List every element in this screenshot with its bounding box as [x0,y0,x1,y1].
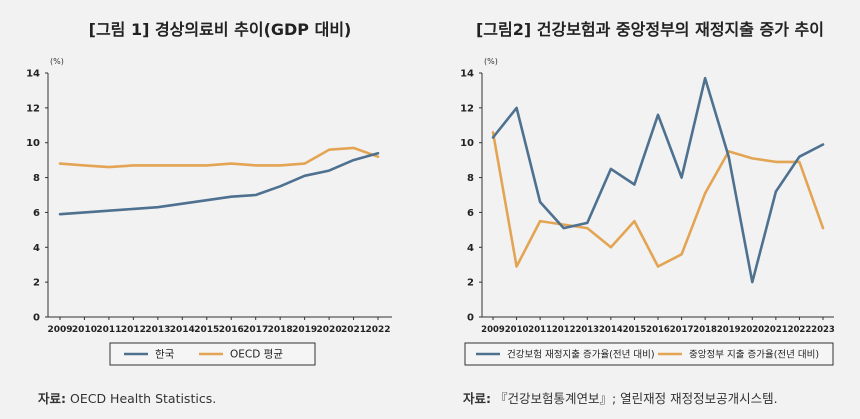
x-tick-label: 2009 [481,325,505,335]
x-tick-label: 2021 [764,325,788,335]
y-tick-label: 0 [33,313,40,324]
source-label: 자료: [463,391,491,406]
y-tick-label: 6 [33,208,40,219]
chart-2-title: [그림2] 건강보험과 중앙정부의 재정지출 증가 추이 [475,20,824,39]
chart-2-source: 자료: 『건강보험통계연보』; 열린재정 재정정보공개시스템. [463,388,778,407]
y-tick-label: 10 [460,138,474,149]
y-tick-label: 8 [33,173,40,184]
chart-1-source: 자료: OECD Health Statistics. [38,388,216,407]
source-label: 자료: [38,391,66,406]
x-tick-label: 2018 [268,325,293,335]
y-tick-label: 12 [26,103,40,114]
y-unit-label: (%) [484,57,498,66]
x-tick-label: 2012 [121,325,146,335]
series-line-2 [491,131,825,268]
y-unit-label: (%) [50,57,64,66]
x-tick-label: 2017 [670,325,694,335]
x-tick-label: 2011 [96,325,121,335]
y-tick-label: 10 [26,138,40,149]
series-line-2 [58,146,380,169]
y-tick-label: 4 [33,243,40,254]
y-tick-label: 2 [33,278,40,289]
x-tick-label: 2011 [528,325,552,335]
x-tick-label: 2014 [170,325,195,335]
y-tick-label: 0 [467,313,474,324]
legend-label-2: OECD 평균 [230,349,283,361]
y-tick-label: 12 [460,103,474,114]
x-tick-label: 2012 [552,325,576,335]
y-tick-label: 2 [467,278,474,289]
x-tick-label: 2020 [317,325,342,335]
y-tick-label: 6 [467,208,474,219]
legend-label-1: 한국 [155,349,175,361]
y-tick-label: 14 [26,69,40,80]
legend-label-2: 중앙정부 지출 증가율(전년 대비) [689,349,819,361]
x-tick-label: 2014 [599,325,623,335]
source-text: 『건강보험통계연보』; 열린재정 재정정보공개시스템. [494,391,778,406]
legend-box [464,342,834,366]
chart-1-title: [그림 1] 경상의료비 추이(GDP 대비) [88,20,352,39]
x-tick-label: 2013 [575,325,599,335]
x-tick-label: 2020 [740,325,764,335]
source-text: OECD Health Statistics. [69,391,217,406]
x-tick-label: 2015 [623,325,647,335]
series-line-1 [491,76,825,284]
x-tick-label: 2015 [194,325,219,335]
x-tick-label: 2022 [365,325,390,335]
x-tick-label: 2016 [219,325,244,335]
x-tick-label: 2022 [788,325,812,335]
x-tick-label: 2023 [811,325,835,335]
x-tick-label: 2013 [145,325,170,335]
x-tick-label: 2018 [693,325,717,335]
series-line-1 [58,151,380,216]
y-tick-label: 14 [460,69,474,80]
legend-label-1: 건강보험 재정지출 증가율(전년 대비) [507,350,655,361]
x-tick-label: 2019 [717,325,741,335]
x-tick-label: 2009 [47,325,72,335]
x-tick-label: 2021 [341,325,366,335]
x-tick-label: 2010 [505,325,529,335]
x-tick-label: 2010 [72,325,97,335]
x-tick-label: 2017 [243,325,268,335]
x-tick-label: 2016 [646,325,670,335]
y-tick-label: 8 [467,173,474,184]
y-tick-label: 4 [467,243,474,254]
x-tick-label: 2019 [292,325,317,335]
